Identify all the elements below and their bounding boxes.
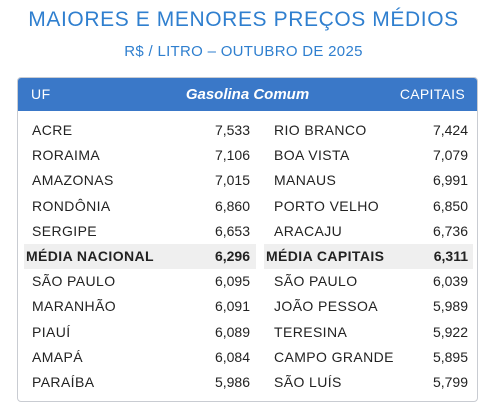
uf-name: MARANHÃO [32, 298, 117, 315]
capital-name: SÃO PAULO [274, 273, 358, 290]
table-row: RONDÔNIA 6,860 PORTO VELHO 6,850 [18, 194, 477, 219]
uf-name: SERGIPE [32, 222, 98, 239]
capital-name: CAMPO GRANDE [274, 348, 394, 365]
table-row: SÃO PAULO 6,095 SÃO PAULO 6,039 [18, 269, 477, 294]
capital-price: 6,736 [432, 222, 468, 239]
capital-name: SÃO LUÍS [274, 373, 342, 390]
capital-price: 5,799 [432, 373, 468, 390]
average-highlight [264, 243, 473, 270]
uf-name: PARAÍBA [32, 373, 95, 390]
header-fuel-type: Gasolina Comum [185, 86, 310, 103]
capital-price: 5,895 [432, 348, 468, 365]
table-row: MARANHÃO 6,091 JOÃO PESSOA 5,989 [18, 294, 477, 319]
uf-price: 5,986 [214, 373, 250, 390]
uf-price: 7,533 [214, 122, 250, 138]
capital-price: 6,850 [432, 197, 468, 214]
capitals-average-price: 6,311 [433, 247, 468, 264]
uf-price: 7,015 [214, 172, 250, 189]
table-row: RORAIMA 7,106 BOA VISTA 7,079 [18, 143, 477, 168]
table-body: ACRE 7,533 RIO BRANCO 7,424 RORAIMA 7,10… [18, 118, 477, 395]
uf-price: 6,653 [214, 222, 250, 239]
capital-name: MANAUS [274, 172, 337, 189]
uf-price: 6,860 [214, 197, 250, 214]
uf-name: RONDÔNIA [32, 197, 111, 214]
page-subtitle: R$ / LITRO – OUTUBRO DE 2025 [124, 43, 363, 60]
price-table: UF Gasolina Comum CAPITAIS ACRE 7,533 RI… [17, 77, 478, 402]
uf-price: 6,091 [214, 298, 250, 315]
uf-price: 6,089 [214, 323, 250, 340]
uf-price: 7,106 [214, 147, 250, 164]
capital-name: PORTO VELHO [274, 197, 380, 214]
uf-name: SÃO PAULO [32, 273, 116, 290]
capital-name: RIO BRANCO [274, 122, 367, 138]
table-row: AMAZONAS 7,015 MANAUS 6,991 [18, 168, 477, 193]
header-uf: UF [31, 86, 51, 102]
table-row: PIAUÍ 6,089 TERESINA 5,922 [18, 320, 477, 345]
average-highlight [24, 243, 256, 270]
national-average-label: MÉDIA NACIONAL [26, 247, 154, 264]
capital-price: 7,424 [432, 122, 468, 138]
capital-price: 6,039 [432, 273, 468, 290]
capital-price: 5,989 [432, 298, 468, 315]
table-row: PARAÍBA 5,986 SÃO LUÍS 5,799 [18, 370, 477, 395]
capital-name: ARACAJU [274, 222, 343, 239]
uf-name: PIAUÍ [32, 323, 71, 340]
capital-name: JOÃO PESSOA [274, 298, 378, 315]
capital-price: 5,922 [432, 323, 468, 340]
table-row: ACRE 7,533 RIO BRANCO 7,424 [18, 118, 477, 143]
capital-price: 7,079 [432, 147, 468, 164]
capital-price: 6,991 [432, 172, 468, 189]
table-row: SERGIPE 6,653 ARACAJU 6,736 [18, 219, 477, 244]
table-header: UF Gasolina Comum CAPITAIS [18, 78, 477, 111]
average-row: MÉDIA NACIONAL 6,296 MÉDIA CAPITAIS 6,31… [18, 243, 477, 270]
uf-name: ACRE [32, 122, 73, 138]
capital-name: TERESINA [274, 323, 348, 340]
uf-price: 6,084 [214, 348, 250, 365]
table-row: AMAPÁ 6,084 CAMPO GRANDE 5,895 [18, 345, 477, 370]
national-average-price: 6,296 [214, 247, 250, 264]
uf-name: RORAIMA [32, 147, 101, 164]
capitals-average-label: MÉDIA CAPITAIS [266, 247, 385, 264]
capital-name: BOA VISTA [274, 147, 350, 164]
uf-name: AMAZONAS [32, 172, 114, 189]
header-capitais: CAPITAIS [399, 86, 465, 102]
uf-price: 6,095 [214, 273, 250, 290]
page-title: MAIORES E MENORES PREÇOS MÉDIOS [28, 8, 459, 31]
uf-name: AMAPÁ [32, 348, 84, 365]
